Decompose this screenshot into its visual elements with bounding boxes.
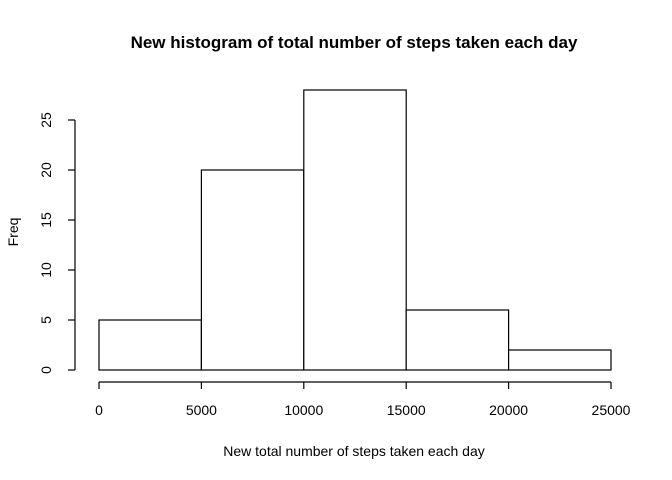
histogram-bar-4	[508, 349, 612, 371]
histogram-bar-0	[98, 319, 203, 371]
y-tick-label: 10	[38, 262, 54, 278]
x-tick-label: 0	[95, 402, 103, 418]
histogram-bar-2	[303, 89, 407, 371]
x-axis: 0 5000 10000 15000 20000 25000	[95, 381, 631, 418]
chart-title: New histogram of total number of steps t…	[131, 33, 578, 52]
histogram-bar-1	[200, 169, 305, 371]
x-axis-label: New total number of steps taken each day	[223, 443, 484, 459]
x-tick-label: 20000	[489, 402, 528, 418]
histogram-bars	[98, 89, 612, 371]
y-tick-label: 15	[38, 212, 54, 228]
x-tick-label: 10000	[284, 402, 323, 418]
histogram-bar-3	[405, 309, 510, 371]
y-tick-label: 0	[38, 366, 54, 374]
x-tick-label: 15000	[387, 402, 426, 418]
y-axis-label: Freq	[5, 218, 21, 247]
y-tick-label: 20	[38, 162, 54, 178]
x-tick-label: 25000	[592, 402, 631, 418]
y-tick-label: 25	[38, 112, 54, 128]
x-tick-label: 5000	[186, 402, 217, 418]
y-axis: 0 5 10 15 20 25	[38, 112, 76, 374]
y-tick-label: 5	[38, 316, 54, 324]
